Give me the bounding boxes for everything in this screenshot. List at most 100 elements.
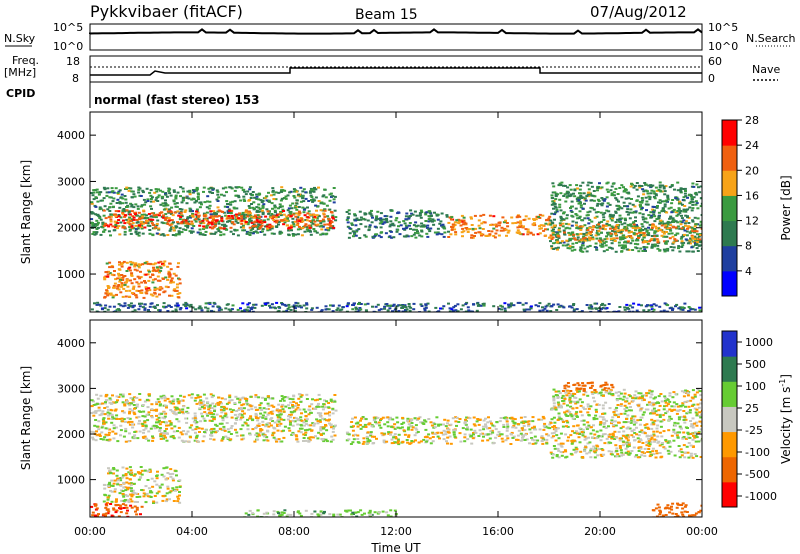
data-cell — [327, 219, 331, 222]
data-cell — [239, 428, 243, 431]
data-cell — [522, 308, 526, 311]
data-cell — [265, 199, 269, 202]
data-cell — [135, 219, 139, 221]
data-cell — [133, 407, 136, 410]
data-cell — [184, 432, 188, 435]
data-cell — [164, 436, 167, 439]
data-cell — [138, 430, 142, 433]
data-cell — [270, 227, 274, 230]
data-cell — [350, 223, 354, 226]
data-cell — [213, 212, 217, 215]
data-cell — [215, 215, 219, 218]
data-cell — [237, 408, 241, 411]
data-cell — [302, 433, 306, 436]
data-cell — [194, 218, 198, 221]
data-cell — [605, 222, 609, 225]
data-cell — [297, 193, 300, 196]
data-cell — [367, 229, 371, 232]
data-cell — [112, 294, 116, 297]
data-cell — [585, 250, 589, 253]
data-cell — [210, 430, 213, 432]
data-cell — [686, 227, 689, 230]
data-cell — [545, 309, 549, 312]
data-cell — [451, 226, 454, 229]
data-cell — [470, 442, 474, 445]
data-cell — [466, 231, 470, 233]
data-cell — [381, 416, 385, 419]
data-cell — [273, 220, 277, 223]
data-cell — [234, 218, 238, 221]
data-cell — [154, 199, 158, 202]
data-cell — [401, 416, 405, 419]
data-cell — [641, 199, 645, 202]
data-cell — [616, 230, 620, 233]
data-cell — [355, 229, 359, 232]
data-cell — [143, 280, 146, 282]
data-cell — [101, 402, 105, 405]
data-cell — [547, 434, 551, 437]
data-cell — [648, 240, 652, 243]
data-cell — [161, 278, 165, 280]
data-cell — [516, 301, 520, 304]
data-cell — [534, 218, 538, 221]
data-cell — [227, 215, 231, 217]
data-cell — [194, 199, 198, 202]
data-cell — [394, 436, 398, 438]
data-cell — [438, 437, 441, 440]
data-cell — [207, 207, 211, 210]
data-cell — [676, 213, 680, 216]
data-cell — [225, 228, 229, 231]
data-cell — [130, 292, 134, 294]
data-cell — [231, 200, 235, 203]
data-cell — [220, 223, 224, 226]
data-cell — [163, 404, 167, 407]
data-cell — [176, 191, 180, 194]
data-cell — [390, 236, 394, 239]
data-cell — [482, 304, 486, 307]
data-cell — [305, 393, 309, 396]
data-cell — [642, 236, 646, 239]
data-cell — [568, 245, 572, 248]
data-cell — [113, 213, 116, 216]
data-cell — [544, 234, 548, 237]
data-cell — [640, 304, 643, 307]
data-cell — [155, 266, 159, 269]
data-cell — [414, 231, 417, 234]
data-cell — [641, 250, 645, 252]
data-cell — [601, 226, 605, 229]
nsky-tick-bottom: 10^0 — [53, 40, 83, 53]
data-cell — [294, 233, 298, 236]
data-cell — [524, 215, 528, 218]
data-cell — [656, 241, 660, 244]
data-cell — [331, 304, 335, 307]
data-cell — [251, 419, 254, 422]
data-cell — [307, 224, 311, 227]
data-cell — [182, 412, 186, 415]
data-cell — [700, 223, 702, 226]
data-cell — [662, 187, 666, 190]
data-cell — [690, 234, 694, 237]
data-cell — [617, 310, 621, 312]
data-cell — [287, 306, 291, 309]
data-cell — [194, 213, 198, 216]
data-cell — [694, 200, 698, 203]
data-cell — [154, 216, 158, 219]
data-cell — [455, 219, 459, 222]
data-cell — [172, 272, 176, 275]
data-cell — [431, 432, 435, 435]
data-cell — [145, 260, 149, 263]
data-cell — [148, 232, 152, 235]
data-cell — [505, 222, 509, 224]
data-cell — [308, 405, 312, 408]
data-cell — [198, 431, 201, 433]
data-cell — [241, 216, 245, 219]
data-cell — [562, 229, 566, 232]
data-cell — [482, 419, 486, 422]
data-cell — [489, 224, 493, 226]
data-cell — [337, 304, 341, 307]
data-cell — [562, 211, 566, 214]
data-cell — [269, 418, 273, 421]
data-cell — [256, 217, 260, 220]
data-cell — [258, 208, 262, 211]
data-cell — [693, 225, 697, 228]
